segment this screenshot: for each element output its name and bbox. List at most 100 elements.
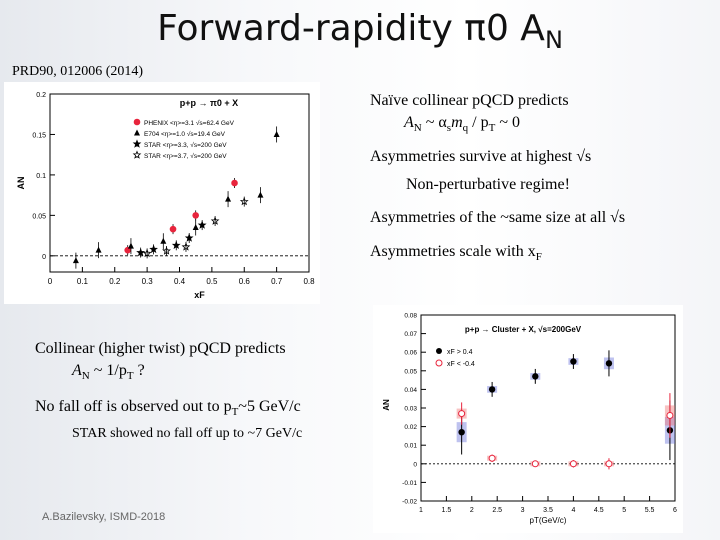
chart2-point (605, 360, 613, 367)
chart1-point (160, 237, 167, 244)
chart1-legend-label: PHENIX <η>=3.1 √s=62.4 GeV (144, 119, 235, 127)
chart1-legend-marker (134, 129, 140, 136)
chart2-ytick-label: 0.02 (404, 424, 417, 431)
chart2-xtick-label: 2 (470, 507, 474, 514)
chart2-legend-label: xF < -0.4 (447, 361, 475, 368)
chart2-ytick-label: 0.03 (404, 406, 417, 413)
chart1-xtick-label: 0.2 (109, 277, 121, 286)
chart2-title: p+p → Cluster + X, √s=200GeV (465, 325, 582, 334)
higher-twist-text: Collinear (higher twist) pQCD predicts (35, 340, 286, 357)
chart1-xtick-label: 0.3 (142, 277, 154, 286)
chart1-title: p+p → π0 + X (180, 98, 238, 108)
chart2-xlabel: pT(GeV/c) (530, 516, 567, 525)
star-text: STAR showed no fall off up to ~7 GeV/c (72, 426, 303, 441)
non-perturbative-text: Non-perturbative regime! (406, 176, 570, 193)
chart2-xtick-label: 4 (571, 507, 575, 514)
chart2-point (666, 411, 674, 419)
chart1-xtick-label: 0.6 (239, 277, 251, 286)
chart1-point (181, 242, 191, 251)
chart1-ytick-label: 0.05 (32, 213, 46, 220)
chart1-point (127, 242, 134, 249)
chart1-xtick-label: 0 (48, 277, 53, 286)
naive-pqcd-formula: AN ~ αsmq / pT ~ 0 (404, 114, 520, 135)
chart2-point (531, 460, 539, 468)
footer: A.Bazilevsky, ISMD-2018 (42, 511, 166, 523)
chart1-xtick-label: 0.7 (271, 277, 283, 286)
no-fall-off-text: No fall off is observed out to pT~5 GeV/… (35, 398, 301, 419)
chart2-point (605, 460, 613, 468)
chart1-xtick-label: 0.5 (206, 277, 218, 286)
chart2-point (569, 460, 577, 468)
chart2-legend-marker (436, 348, 442, 354)
slide-title: Forward-rapidity π0 AN (157, 8, 563, 54)
chart1-point (273, 130, 280, 137)
chart2-xtick-label: 6 (673, 507, 677, 514)
chart1-point (184, 233, 194, 242)
chart2-point (458, 428, 465, 436)
chart1-point (72, 257, 79, 264)
chart2-point (532, 373, 539, 380)
chart1-point (136, 247, 146, 257)
chart1-point (169, 225, 177, 233)
chart1-point (197, 220, 207, 229)
chart1-ytick-label: 0.15 (32, 132, 46, 139)
chart1-point (231, 179, 238, 187)
chart2-ytick-label: -0.02 (402, 499, 417, 506)
chart1-point (162, 246, 171, 255)
chart2-xtick-label: 4.5 (594, 507, 604, 514)
chart2-point (570, 358, 577, 365)
chart1-point (95, 246, 102, 253)
chart2-ytick-label: 0.05 (404, 368, 417, 375)
chart2-frame (420, 314, 676, 502)
chart2-xtick-label: 1.5 (442, 507, 452, 514)
chart1-point (171, 240, 181, 249)
chart2-xtick-label: 5.5 (645, 507, 655, 514)
chart2-xtick-label: 3.5 (543, 507, 553, 514)
chart2-xtick-label: 2.5 (492, 507, 502, 514)
chart2-point (458, 410, 466, 418)
chart-an-vs-pt: 1 1.5 2 2.5 3 3.5 4 4.5 5 5.5 6 -0.02 -0.01 0 0.01 0.02… (373, 305, 683, 533)
chart1-point (192, 224, 199, 230)
chart2-ytick-label: 0 (413, 461, 417, 468)
chart1-legend-label: STAR <η>=3.3, √s=200 GeV (144, 141, 227, 149)
chart1-xlabel: xF (194, 290, 205, 300)
chart1-point (210, 216, 220, 225)
chart1-xtick-label: 0.4 (174, 277, 186, 286)
xf-scaling-text: Asymmetries scale with xF (370, 243, 542, 264)
chart2-ytick-label: 0.06 (404, 350, 417, 357)
chart2-ytick-label: 0.08 (404, 313, 417, 320)
chart2-ytick-label: 0.04 (404, 387, 417, 394)
chart1-ytick-label: 0 (42, 254, 46, 261)
chart1-ytick-label: 0.2 (36, 92, 46, 99)
chart2-ytick-label: 0.07 (404, 331, 417, 338)
chart2-point (488, 386, 496, 393)
higher-twist-formula: AN ~ 1/pT ? (72, 362, 145, 383)
chart1-point (239, 196, 249, 206)
chart2-xtick-label: 5 (622, 507, 626, 514)
chart1-svg: 0 0.1 0.2 0.3 0.4 0.5 0.6 0.7 0.8 0 0.05 0.1 0.15 0.2… (16, 92, 315, 300)
highest-energy-text: Asymmetries survive at highest √s (370, 148, 592, 165)
chart1-ytick-label: 0.1 (36, 173, 46, 180)
chart1-legend-label: E704 <η>=1.0 √s=19.4 GeV (144, 130, 226, 138)
chart2-legend-label: xF > 0.4 (447, 349, 473, 356)
chart2-ylabel: AN (382, 399, 391, 411)
chart1-legend-marker (132, 150, 142, 159)
chart2-svg: 1 1.5 2 2.5 3 3.5 4 4.5 5 5.5 6 -0.02 -0.01 0 0.01 0.02… (382, 313, 677, 526)
chart2-ytick-label: -0.01 (402, 480, 417, 487)
chart2-xtick-label: 3 (521, 507, 525, 514)
chart1-point (257, 191, 264, 198)
same-size-text: Asymmetries of the ~same size at all √s (370, 209, 626, 226)
chart2-point (488, 454, 496, 462)
chart1-legend-marker (133, 118, 141, 126)
reference: PRD90, 012006 (2014) (12, 64, 144, 79)
chart1-xtick-label: 0.1 (77, 277, 89, 286)
chart1-legend-label: STAR <η>=3.7, √s=200 GeV (144, 152, 227, 160)
chart1-ylabel: AN (16, 177, 26, 190)
chart2-ytick-label: 0.01 (404, 443, 417, 450)
chart-an-vs-xf: 0 0.1 0.2 0.3 0.4 0.5 0.6 0.7 0.8 0 0.05 0.1 0.15 0.2… (4, 82, 320, 304)
chart1-point (225, 195, 232, 202)
chart2-xtick-label: 1 (419, 507, 423, 514)
chart1-point (192, 212, 199, 219)
naive-pqcd-text: Naïve collinear pQCD predicts (370, 92, 569, 109)
chart1-xtick-label: 0.8 (303, 277, 315, 286)
